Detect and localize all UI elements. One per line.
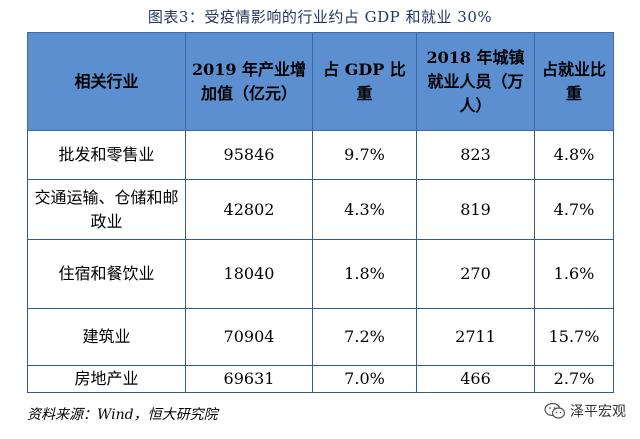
cell-employment: 823 [416, 130, 535, 180]
table-row: 住宿和餐饮业 18040 1.8% 270 1.6% [27, 239, 614, 309]
cell-employment-share: 4.8% [534, 130, 614, 180]
cell-value-added: 42802 [185, 179, 313, 240]
cell-gdp-share: 7.0% [312, 365, 417, 393]
cell-gdp-share: 9.7% [312, 130, 417, 180]
table-row: 交通运输、仓储和邮政业 42802 4.3% 819 4.7% [27, 179, 614, 240]
cell-employment: 466 [416, 365, 535, 393]
cell-value-added: 95846 [185, 130, 313, 180]
watermark-text: 泽平宏观 [570, 404, 626, 420]
figure-title: 图表3：受疫情影响的行业约占 GDP 和就业 30% [147, 8, 493, 26]
cell-gdp-share: 4.3% [312, 179, 417, 240]
cell-industry: 住宿和餐饮业 [27, 239, 186, 309]
header-gdp-share: 占 GDP 比重 [312, 32, 417, 131]
cell-industry: 交通运输、仓储和邮政业 [27, 179, 186, 240]
cell-gdp-share: 1.8% [312, 239, 417, 309]
cell-gdp-share: 7.2% [312, 308, 417, 366]
header-value-added: 2019 年产业增加值（亿元） [185, 32, 313, 131]
header-industry: 相关行业 [27, 32, 186, 131]
header-employment: 2018 年城镇就业人员（万人） [416, 32, 535, 131]
cell-employment-share: 4.7% [534, 179, 614, 240]
table-row: 批发和零售业 95846 9.7% 823 4.8% [27, 130, 614, 180]
table-header-row: 相关行业 2019 年产业增加值（亿元） 占 GDP 比重 2018 年城镇就业… [27, 32, 614, 131]
watermark: 泽平宏观 [544, 401, 626, 421]
table-row: 建筑业 70904 7.2% 2711 15.7% [27, 308, 614, 366]
cell-industry: 批发和零售业 [27, 130, 186, 180]
table-row: 房地产业 69631 7.0% 466 2.7% [27, 365, 614, 393]
header-employment-share: 占就业比重 [534, 32, 614, 131]
wechat-icon [544, 402, 566, 420]
cell-industry: 房地产业 [27, 365, 186, 393]
cell-employment-share: 2.7% [534, 365, 614, 393]
cell-value-added: 70904 [185, 308, 313, 366]
cell-employment: 819 [416, 179, 535, 240]
cell-value-added: 69631 [185, 365, 313, 393]
source-note: 资料来源：Wind，恒大研究院 [27, 407, 218, 423]
cell-employment-share: 15.7% [534, 308, 614, 366]
cell-value-added: 18040 [185, 239, 313, 309]
cell-employment-share: 1.6% [534, 239, 614, 309]
cell-industry: 建筑业 [27, 308, 186, 366]
cell-employment: 2711 [416, 308, 535, 366]
cell-employment: 270 [416, 239, 535, 309]
data-table: 相关行业 2019 年产业增加值（亿元） 占 GDP 比重 2018 年城镇就业… [27, 32, 614, 393]
